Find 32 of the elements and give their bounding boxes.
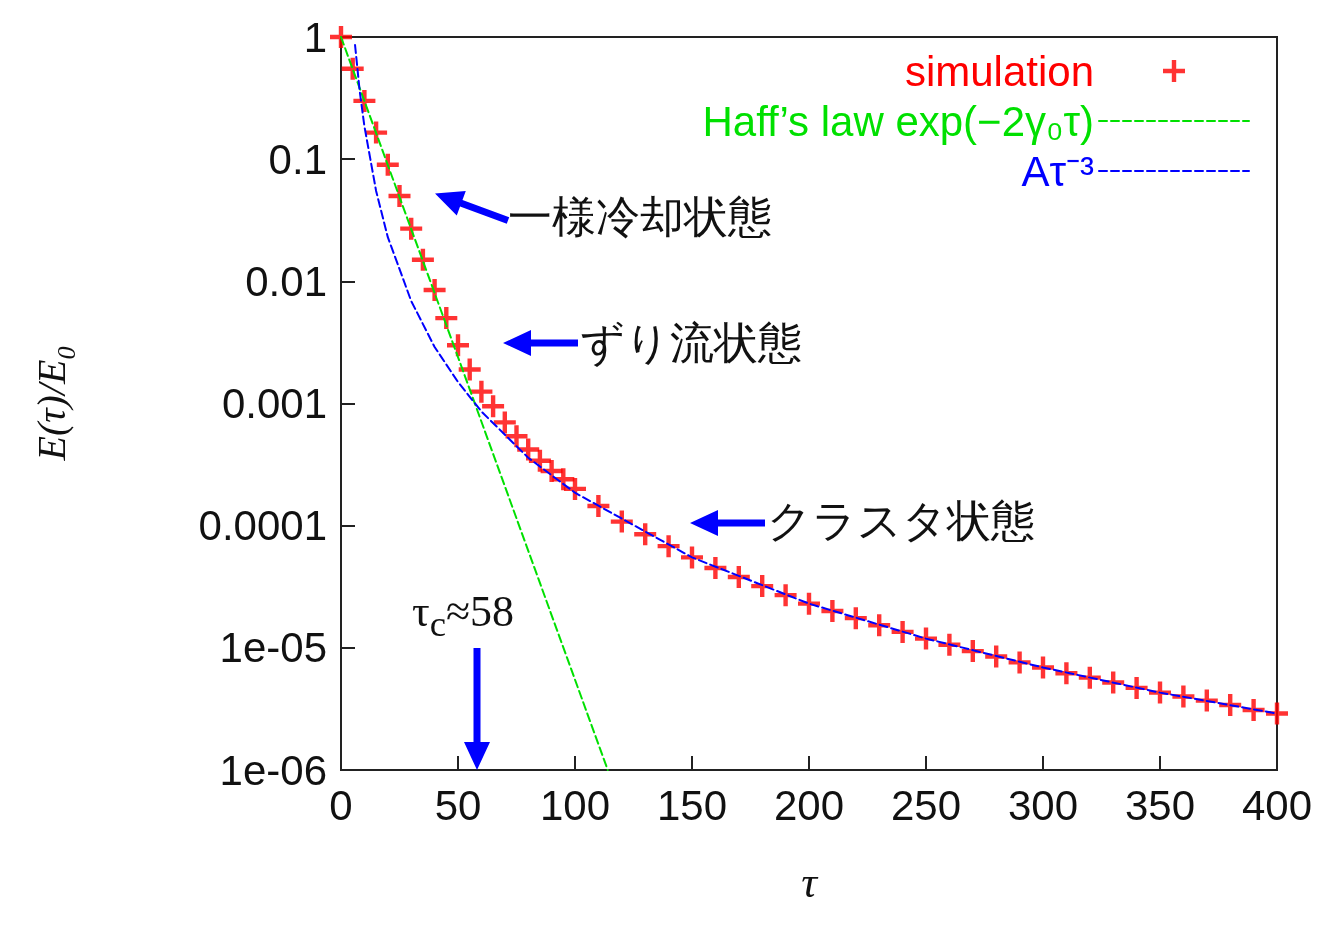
x-tick-label: 150 (656, 781, 728, 829)
legend-label: Haff’s law exp(−2γ₀τ) (702, 97, 1094, 145)
x-tick-label: 250 (890, 781, 962, 829)
point (482, 395, 505, 418)
x-tick-label: 200 (773, 781, 845, 829)
x-tick-label: 300 (1007, 781, 1079, 829)
point (587, 494, 610, 517)
y-tick-label: 0.0001 (198, 502, 327, 550)
x-axis-title: τ (801, 857, 820, 907)
annotation: τ$_{c}$≈58 (412, 586, 515, 646)
y-axis-title: E(τ)/E0 (28, 346, 81, 462)
y-tick-label: 0.01 (245, 257, 327, 305)
annotation: 一様冷却状態 (508, 192, 772, 244)
point (505, 425, 528, 448)
point (458, 358, 481, 381)
point (1266, 702, 1288, 725)
annotation: ずり流状態 (580, 318, 802, 370)
x-tick-label: 0 (329, 781, 353, 829)
x-tick-label: 50 (434, 781, 482, 829)
y-tick-label: 0.001 (221, 380, 327, 427)
y-tick-label: 1 (303, 13, 327, 61)
y-tick-label: 0.1 (268, 135, 327, 183)
x-tick-label: 100 (539, 781, 611, 829)
legend-label: simulation (904, 47, 1094, 95)
y-tick-label: 1e-06 (219, 746, 327, 794)
annotation: クラスタ状態 (767, 496, 1035, 548)
legend-label: Aτ⁻³ (1021, 147, 1095, 195)
point (493, 411, 516, 434)
x-tick-label: 400 (1241, 781, 1313, 829)
y-tick-label: 1e-05 (219, 624, 327, 672)
point (470, 380, 493, 403)
x-tick-label: 350 (1124, 781, 1196, 829)
